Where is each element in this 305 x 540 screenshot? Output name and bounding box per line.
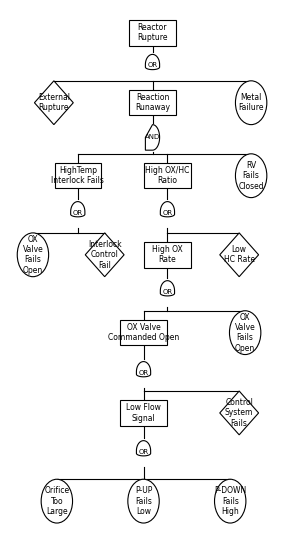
Text: OR: OR — [162, 210, 173, 215]
Text: RV
Fails
Closed: RV Fails Closed — [238, 161, 264, 191]
Ellipse shape — [235, 154, 267, 198]
Polygon shape — [136, 441, 151, 456]
Ellipse shape — [235, 81, 267, 125]
Text: OX
Valve
Fails
Open: OX Valve Fails Open — [23, 235, 43, 275]
Bar — [129, 20, 176, 45]
Polygon shape — [136, 362, 151, 377]
Text: Interlock
Control
Fail: Interlock Control Fail — [88, 240, 121, 269]
Text: Low
HC Rate: Low HC Rate — [224, 245, 255, 265]
Text: Reaction
Runaway: Reaction Runaway — [135, 93, 170, 112]
Ellipse shape — [17, 233, 48, 276]
Text: OR: OR — [73, 210, 83, 215]
Text: High OX
Rate: High OX Rate — [152, 245, 183, 265]
Text: OR: OR — [162, 289, 173, 295]
Text: OX Valve
Commanded Open: OX Valve Commanded Open — [108, 323, 179, 342]
Bar — [120, 320, 167, 346]
Text: P-UP
Fails
Low: P-UP Fails Low — [135, 486, 152, 516]
Text: P-DOWN
Fails
High: P-DOWN Fails High — [214, 486, 246, 516]
Text: Low Flow
Signal: Low Flow Signal — [126, 403, 161, 423]
Ellipse shape — [41, 479, 73, 523]
Text: HighTemp
Interlock Fails: HighTemp Interlock Fails — [51, 166, 104, 185]
Text: Control
System
Fails: Control System Fails — [225, 398, 253, 428]
Text: OR: OR — [138, 449, 149, 455]
Ellipse shape — [128, 479, 159, 523]
Text: Metal
Failure: Metal Failure — [239, 93, 264, 112]
Polygon shape — [220, 391, 259, 435]
Polygon shape — [160, 281, 174, 296]
Bar — [129, 90, 176, 116]
Text: OR: OR — [138, 369, 149, 375]
Text: OR: OR — [147, 63, 158, 69]
Ellipse shape — [214, 479, 246, 523]
Text: Orifice
Too
Large: Orifice Too Large — [44, 486, 70, 516]
Polygon shape — [34, 81, 73, 125]
Bar — [144, 242, 191, 267]
Ellipse shape — [229, 310, 261, 355]
Text: Reactor
Rupture: Reactor Rupture — [137, 23, 168, 43]
Polygon shape — [145, 55, 160, 70]
Text: OX
Valve
Fails
Open: OX Valve Fails Open — [235, 313, 256, 353]
Polygon shape — [145, 125, 160, 150]
Bar — [55, 163, 101, 188]
Text: High OX/HC
Ratio: High OX/HC Ratio — [145, 166, 190, 185]
Polygon shape — [220, 233, 259, 276]
Text: External
Rupture: External Rupture — [38, 93, 70, 112]
Polygon shape — [160, 201, 174, 217]
Bar — [120, 400, 167, 426]
Polygon shape — [85, 233, 124, 276]
Bar — [144, 163, 191, 188]
Text: AND: AND — [145, 134, 160, 140]
Polygon shape — [71, 201, 85, 217]
